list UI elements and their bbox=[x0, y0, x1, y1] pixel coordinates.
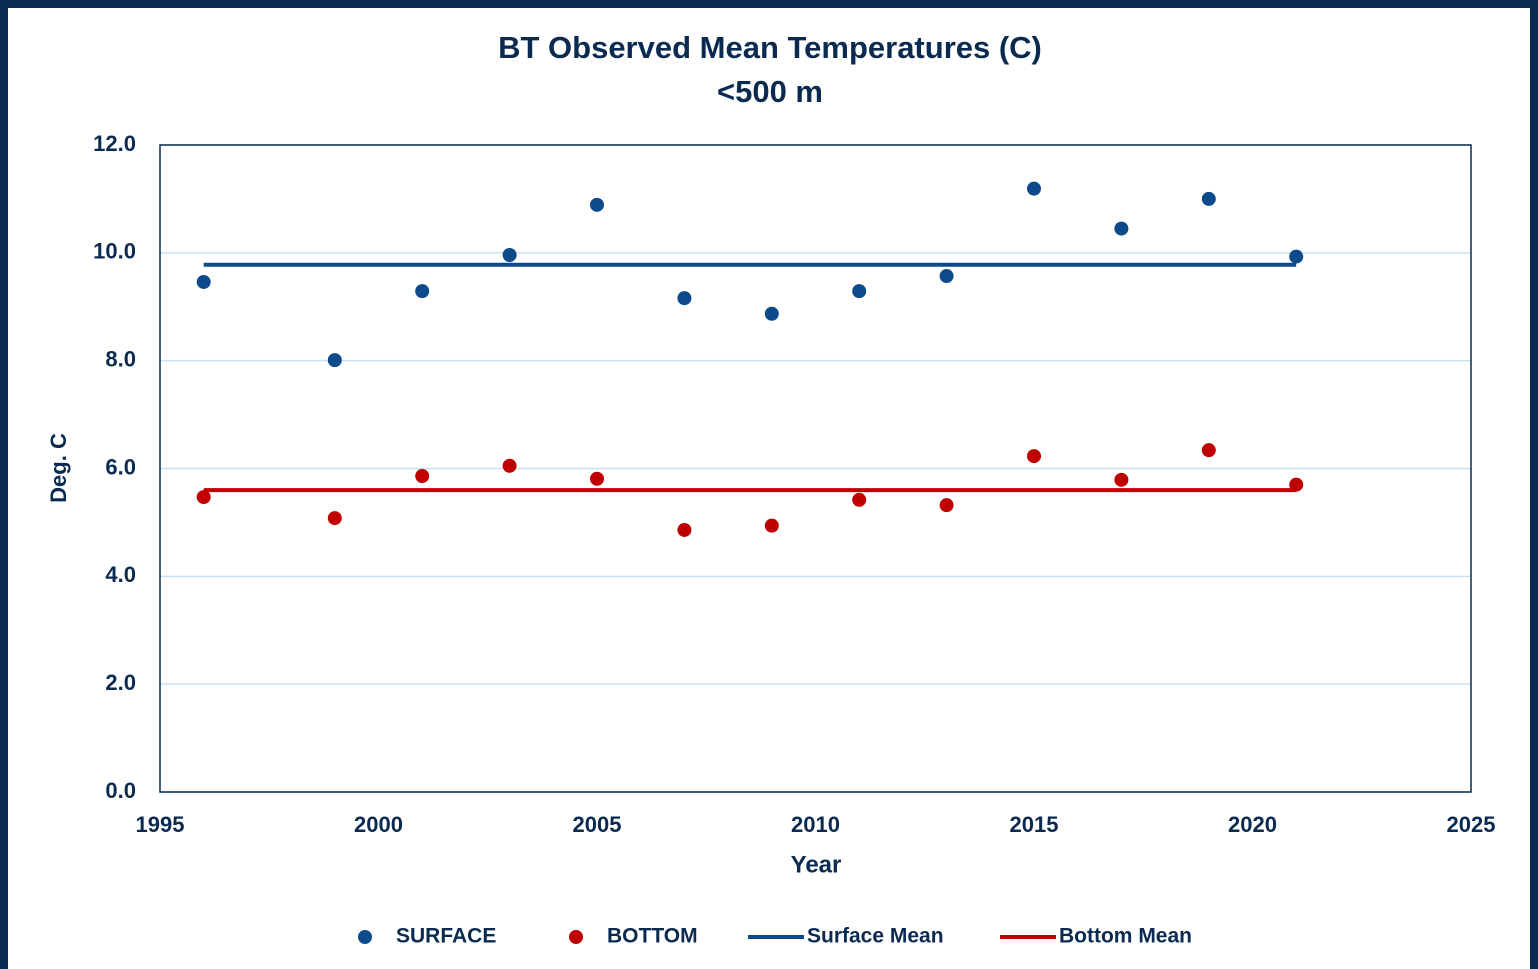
point bbox=[939, 269, 954, 284]
point bbox=[1289, 249, 1304, 264]
point bbox=[677, 522, 692, 537]
point bbox=[764, 306, 779, 321]
x-tick-label: 2015 bbox=[1010, 812, 1059, 837]
point bbox=[415, 284, 430, 299]
legend-label: Bottom Mean bbox=[1059, 925, 1192, 948]
legend-label: BOTTOM bbox=[607, 925, 698, 948]
x-axis-label: Year bbox=[791, 851, 842, 878]
point bbox=[852, 492, 867, 507]
point bbox=[415, 469, 430, 484]
point bbox=[764, 518, 779, 533]
legend-label: SURFACE bbox=[396, 925, 496, 948]
point bbox=[327, 511, 342, 526]
y-axis-label: Deg. C bbox=[46, 433, 71, 503]
chart-title: BT Observed Mean Temperatures (C) bbox=[498, 30, 1042, 65]
y-tick-label: 12.0 bbox=[93, 131, 136, 156]
point bbox=[1201, 443, 1216, 458]
point bbox=[502, 247, 517, 262]
point bbox=[590, 471, 604, 486]
point bbox=[852, 284, 867, 299]
x-tick-label: 2000 bbox=[354, 812, 403, 837]
x-tick-label: 2025 bbox=[1447, 812, 1496, 837]
point bbox=[677, 291, 692, 306]
legend-swatch bbox=[358, 930, 372, 944]
point bbox=[939, 498, 954, 513]
x-tick-label: 2010 bbox=[791, 812, 840, 837]
point bbox=[590, 197, 604, 212]
y-tick-label: 8.0 bbox=[105, 346, 136, 371]
point bbox=[1114, 221, 1129, 236]
y-tick-label: 2.0 bbox=[105, 670, 136, 695]
point bbox=[1027, 449, 1041, 464]
y-tick-label: 0.0 bbox=[105, 778, 136, 803]
point bbox=[196, 274, 211, 289]
point bbox=[1201, 191, 1216, 206]
point bbox=[196, 490, 211, 505]
x-tick-label: 2020 bbox=[1228, 812, 1277, 837]
x-tick-label: 1995 bbox=[136, 812, 185, 837]
plot-area bbox=[159, 144, 1472, 793]
x-tick-label: 2005 bbox=[573, 812, 622, 837]
y-tick-label: 10.0 bbox=[93, 239, 136, 264]
legend-swatch bbox=[569, 930, 583, 944]
point bbox=[1114, 472, 1129, 487]
y-tick-label: 4.0 bbox=[105, 562, 136, 587]
y-tick-label: 6.0 bbox=[105, 454, 136, 479]
chart-subtitle: <500 m bbox=[717, 74, 823, 109]
point bbox=[1027, 181, 1041, 196]
legend-label: Surface Mean bbox=[807, 925, 944, 948]
point bbox=[327, 353, 342, 368]
point bbox=[502, 458, 517, 473]
